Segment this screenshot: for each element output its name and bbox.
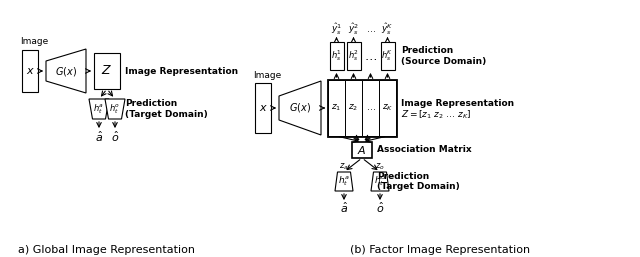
Text: (b) Factor Image Representation: (b) Factor Image Representation	[350, 245, 530, 255]
Text: Image: Image	[20, 38, 48, 47]
Polygon shape	[371, 172, 389, 191]
Polygon shape	[279, 81, 321, 135]
Text: $\hat{o}$: $\hat{o}$	[376, 201, 384, 215]
Text: $G(x)$: $G(x)$	[55, 65, 77, 78]
Text: $h_s^K$: $h_s^K$	[381, 49, 394, 63]
Text: $h_t^a$: $h_t^a$	[338, 175, 350, 188]
Text: $x$: $x$	[26, 66, 35, 76]
Text: $h_t^o$: $h_t^o$	[109, 102, 121, 116]
Text: Association Matrix: Association Matrix	[377, 145, 472, 154]
Text: $\hat{y}_s^2$: $\hat{y}_s^2$	[348, 21, 359, 36]
Bar	[94, 53, 120, 89]
Bar	[362, 80, 379, 136]
Polygon shape	[335, 172, 353, 191]
Text: Image Representation: Image Representation	[125, 67, 238, 76]
Text: $\ldots$: $\ldots$	[365, 24, 376, 33]
Text: Image: Image	[253, 70, 281, 79]
Text: $h_s^2$: $h_s^2$	[348, 49, 359, 63]
Text: $\ldots$: $\ldots$	[365, 104, 376, 113]
Polygon shape	[89, 99, 109, 119]
Text: $Z$: $Z$	[102, 65, 113, 78]
Text: $z_K$: $z_K$	[382, 103, 393, 113]
Text: $\ldots$: $\ldots$	[364, 50, 377, 62]
Bar	[255, 83, 271, 133]
Text: $z_a$: $z_a$	[339, 162, 349, 172]
Text: $z_1$: $z_1$	[332, 103, 342, 113]
Text: $G(x)$: $G(x)$	[289, 102, 311, 115]
Text: a) Global Image Representation: a) Global Image Representation	[19, 245, 195, 255]
Polygon shape	[105, 99, 125, 119]
Text: $A$: $A$	[357, 144, 367, 156]
Text: $h_s^1$: $h_s^1$	[331, 49, 342, 63]
Text: $\hat{a}$: $\hat{a}$	[340, 201, 348, 215]
Text: $\hat{a}$: $\hat{a}$	[95, 130, 103, 144]
Polygon shape	[381, 42, 394, 70]
Text: Image Representation: Image Representation	[401, 98, 514, 107]
Bar	[352, 142, 372, 158]
Bar	[379, 80, 396, 136]
Bar	[328, 80, 396, 136]
Text: $\hat{o}$: $\hat{o}$	[111, 130, 119, 144]
Bar	[328, 80, 345, 136]
Text: $h_t^a$: $h_t^a$	[93, 102, 104, 116]
Text: $x$: $x$	[259, 103, 268, 113]
Polygon shape	[346, 42, 360, 70]
Text: $h_t^o$: $h_t^o$	[374, 175, 386, 188]
Text: $\hat{y}_s^K$: $\hat{y}_s^K$	[381, 21, 394, 36]
Bar	[345, 80, 362, 136]
Text: $z_2$: $z_2$	[348, 103, 358, 113]
Text: $z_o$: $z_o$	[375, 162, 385, 172]
Text: Prediction
(Target Domain): Prediction (Target Domain)	[125, 99, 208, 119]
Polygon shape	[330, 42, 344, 70]
Text: $\hat{y}_s^1$: $\hat{y}_s^1$	[331, 21, 342, 36]
Text: Prediction
(Source Domain): Prediction (Source Domain)	[401, 46, 486, 66]
Text: Prediction
(Target Domain): Prediction (Target Domain)	[377, 172, 460, 191]
Text: $Z = \left[z_1\ z_2\ \ldots\ z_K\right]$: $Z = \left[z_1\ z_2\ \ldots\ z_K\right]$	[401, 109, 472, 121]
Polygon shape	[46, 49, 86, 93]
Bar	[22, 50, 38, 92]
